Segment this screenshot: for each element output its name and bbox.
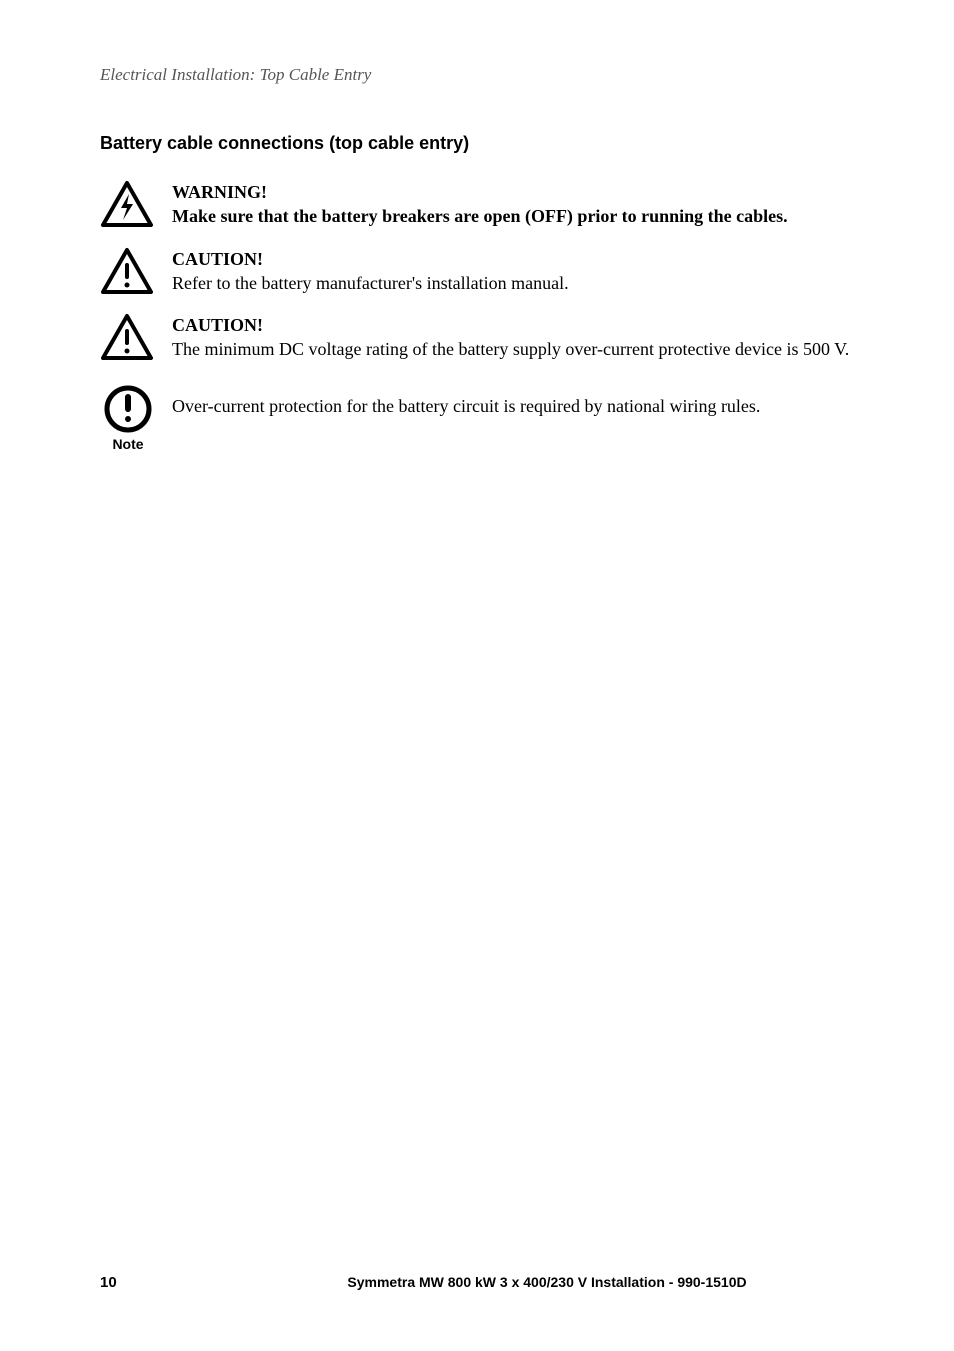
page: Electrical Installation: Top Cable Entry… — [0, 0, 954, 1351]
icon-column — [100, 247, 172, 295]
icon-column — [100, 313, 172, 361]
note-icon — [103, 384, 153, 434]
note-block: Note Over-current protection for the bat… — [100, 384, 864, 452]
footer-doc-title: Symmetra MW 800 kW 3 x 400/230 V Install… — [230, 1274, 864, 1290]
caution1-text: CAUTION! Refer to the battery manufactur… — [172, 247, 864, 296]
icon-column — [100, 180, 172, 228]
caution-icon — [100, 247, 154, 295]
warning-text: WARNING! Make sure that the battery brea… — [172, 180, 864, 229]
warning-body: Make sure that the battery breakers are … — [172, 206, 788, 226]
note-icon-wrap: Note — [100, 384, 156, 452]
warning-bolt-icon — [100, 180, 154, 228]
icon-column: Note — [100, 384, 172, 452]
warning-block: WARNING! Make sure that the battery brea… — [100, 180, 864, 229]
caution2-block: CAUTION! The minimum DC voltage rating o… — [100, 313, 864, 362]
caution1-body: Refer to the battery manufacturer's inst… — [172, 273, 569, 293]
note-body: Over-current protection for the battery … — [172, 396, 760, 416]
caution2-label: CAUTION! — [172, 315, 263, 335]
page-number: 10 — [100, 1274, 230, 1291]
section-title: Battery cable connections (top cable ent… — [100, 133, 864, 154]
caution-icon — [100, 313, 154, 361]
caution1-block: CAUTION! Refer to the battery manufactur… — [100, 247, 864, 296]
caution2-text: CAUTION! The minimum DC voltage rating o… — [172, 313, 864, 362]
warning-label: WARNING! — [172, 182, 267, 202]
note-icon-label: Note — [112, 436, 143, 452]
footer: 10 Symmetra MW 800 kW 3 x 400/230 V Inst… — [100, 1274, 864, 1291]
running-head: Electrical Installation: Top Cable Entry — [100, 65, 864, 85]
caution2-body: The minimum DC voltage rating of the bat… — [172, 339, 849, 359]
caution1-label: CAUTION! — [172, 249, 263, 269]
note-text: Over-current protection for the battery … — [172, 384, 864, 418]
